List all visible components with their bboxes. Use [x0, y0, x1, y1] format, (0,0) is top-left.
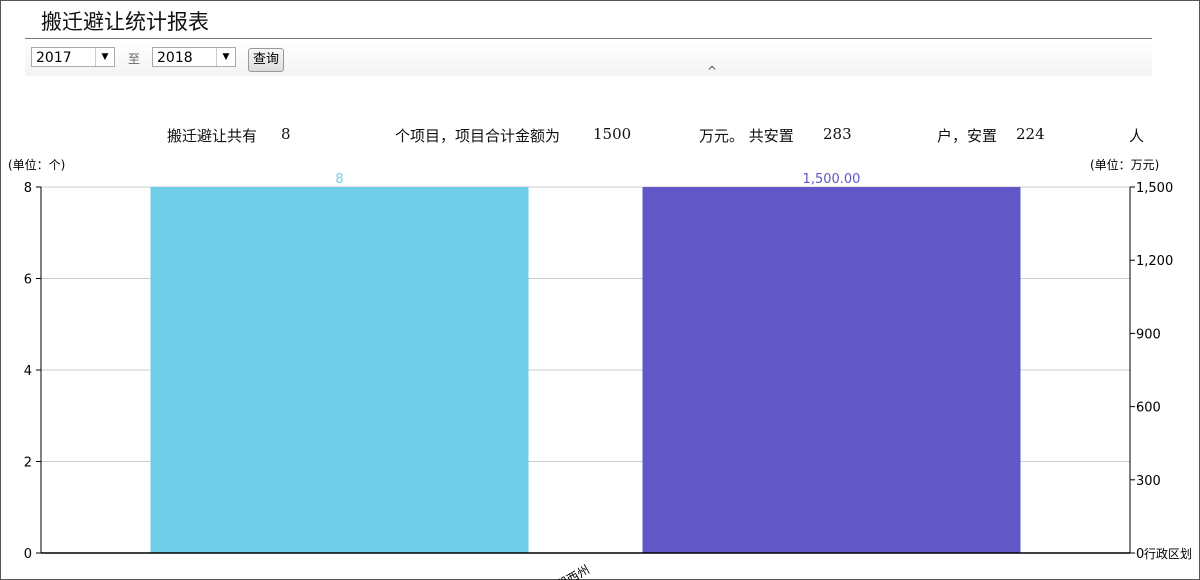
- left-tick-label: 6: [24, 273, 32, 288]
- left-tick-label: 4: [24, 364, 32, 379]
- chevron-up-icon[interactable]: ^: [707, 64, 718, 78]
- summary-text: 个项目，项目合计金额为: [395, 127, 561, 145]
- right-tick-label: 300: [1136, 474, 1161, 489]
- data-label: 8: [335, 172, 343, 187]
- summary-text: 搬迁避让共有: [167, 127, 258, 145]
- summary-text: 户，安置: [937, 127, 998, 145]
- bar-right: [642, 187, 1021, 553]
- total-amount: 1500: [593, 125, 632, 143]
- right-tick-label: 0: [1136, 547, 1144, 562]
- divider: [25, 38, 1152, 39]
- right-tick-label: 1,200: [1136, 254, 1173, 269]
- household-count: 283: [823, 125, 852, 143]
- left-axis-label: (单位：个): [8, 157, 65, 172]
- bar-left: [150, 187, 529, 553]
- project-count: 8: [281, 125, 291, 143]
- right-tick-label: 1,500: [1136, 181, 1173, 196]
- category-label: 湘西州: [553, 562, 592, 580]
- right-tick-label: 900: [1136, 327, 1161, 342]
- right-axis-label: (单位：万元): [1090, 157, 1159, 172]
- left-tick-label: 0: [24, 547, 32, 562]
- query-button[interactable]: 查询: [248, 48, 285, 72]
- start-year-value: 2017: [36, 50, 72, 66]
- dropdown-arrow-icon[interactable]: ▼: [95, 48, 114, 66]
- left-tick-label: 2: [24, 456, 32, 471]
- left-tick-label: 8: [24, 181, 32, 196]
- summary-text: 人: [1129, 127, 1145, 145]
- page-title: 搬迁避让统计报表: [41, 10, 209, 34]
- dropdown-arrow-icon[interactable]: ▼: [216, 48, 235, 66]
- summary-text: 万元。 共安置: [699, 127, 794, 145]
- x-axis-label: 行政区划: [1144, 547, 1192, 561]
- end-year-select[interactable]: 2018 ▼: [152, 47, 236, 67]
- right-tick-label: 600: [1136, 401, 1161, 416]
- to-label: 至: [128, 52, 141, 66]
- end-year-value: 2018: [157, 50, 193, 66]
- start-year-select[interactable]: 2017 ▼: [31, 47, 115, 67]
- filter-bar: 2017 ▼ 至 2018 ▼ 查询: [25, 40, 1152, 76]
- people-count: 224: [1016, 125, 1045, 143]
- data-label: 1,500.00: [803, 172, 861, 187]
